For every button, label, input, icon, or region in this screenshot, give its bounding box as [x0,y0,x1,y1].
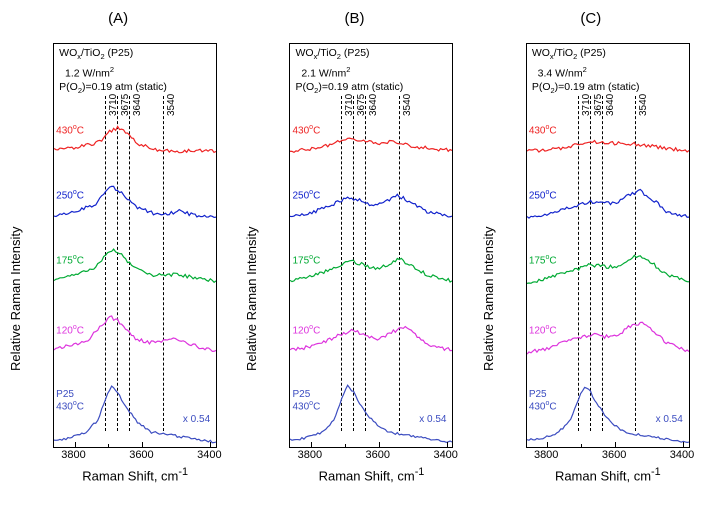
xtick-labels: 380036003400 [53,449,217,463]
x-axis-label: Raman Shift, cm-1 [289,466,453,483]
trace-t175 [290,258,452,282]
panel-C: (C)Relative Raman IntensityRaman Shift, … [481,10,701,525]
xtick-labels: 380036003400 [526,449,690,463]
plot-wrap: Relative Raman IntensityRaman Shift, cm-… [249,33,459,483]
panel-title: (C) [580,10,601,27]
xtick-3800: 3800 [61,449,85,461]
xtick-mark-3700 [108,444,109,448]
spectra-svg [290,44,452,447]
spectra-svg [527,44,689,447]
xtick-3600: 3600 [366,449,390,461]
y-axis-label: Relative Raman Intensity [481,226,496,371]
trace-t120 [54,316,216,351]
xtick-mark-3800 [547,442,548,448]
panel-title: (A) [108,10,128,27]
xtick-3600: 3600 [602,449,626,461]
xtick-mark-3700 [345,444,346,448]
trace-t430 [54,126,216,152]
xtick-mark-3700 [581,444,582,448]
spectra-svg [54,44,216,447]
plot-area: WOx/TiO2 (P25) 1.2 W/nm2P(O2)=0.19 atm (… [53,43,217,448]
plot-wrap: Relative Raman IntensityRaman Shift, cm-… [486,33,696,483]
xtick-mark-3400 [683,442,684,448]
raman-figure: (A)Relative Raman IntensityRaman Shift, … [0,0,709,525]
plot-wrap: Relative Raman IntensityRaman Shift, cm-… [13,33,223,483]
xtick-3400: 3400 [197,449,221,461]
trace-t430 [527,141,689,153]
xtick-mark-3400 [447,442,448,448]
xtick-3800: 3800 [534,449,558,461]
trace-t250 [290,194,452,217]
trace-p25 [54,386,216,443]
panel-title: (B) [344,10,364,27]
xtick-mark-3600 [615,442,616,448]
xtick-mark-3400 [210,442,211,448]
y-axis-label: Relative Raman Intensity [8,226,23,371]
trace-t120 [290,326,452,350]
xtick-mark-3600 [379,442,380,448]
trace-t430 [290,138,452,152]
x-axis-label: Raman Shift, cm-1 [526,466,690,483]
xtick-mark-3600 [142,442,143,448]
xtick-3400: 3400 [433,449,457,461]
xtick-3800: 3800 [298,449,322,461]
trace-t250 [527,189,689,218]
trace-p25 [527,387,689,442]
x-axis-label: Raman Shift, cm-1 [53,466,217,483]
trace-t175 [54,249,216,282]
trace-t120 [527,322,689,354]
xtick-3600: 3600 [129,449,153,461]
trace-p25 [290,385,452,442]
trace-t175 [527,255,689,283]
panel-A: (A)Relative Raman IntensityRaman Shift, … [8,10,228,525]
xtick-mark-3800 [311,442,312,448]
plot-area: WOx/TiO2 (P25) 2.1 W/nm2P(O2)=0.19 atm (… [289,43,453,448]
xtick-labels: 380036003400 [289,449,453,463]
plot-area: WOx/TiO2 (P25) 3.4 W/nm2P(O2)=0.19 atm (… [526,43,690,448]
xtick-3400: 3400 [670,449,694,461]
panel-B: (B)Relative Raman IntensityRaman Shift, … [244,10,464,525]
y-axis-label: Relative Raman Intensity [244,226,259,371]
trace-t250 [54,186,216,217]
xtick-mark-3800 [75,442,76,448]
